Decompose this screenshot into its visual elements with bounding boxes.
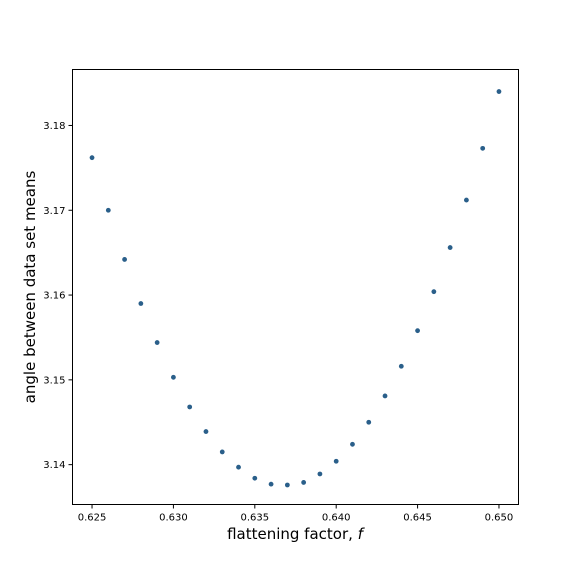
data-point [122,257,127,262]
data-point [219,449,225,455]
data-point [382,393,388,399]
data-point [480,145,486,151]
y-tick-label: 3.16 [43,291,65,302]
data-point [464,197,469,203]
data-point [236,464,241,470]
data-point [431,289,437,295]
x-tick-label: 0.625 [78,513,107,524]
data-point [317,471,323,477]
x-tick-label: 0.645 [403,513,432,524]
data-point [89,155,95,161]
data-point [398,363,404,369]
y-tick-label: 3.17 [43,206,65,217]
data-point [154,340,160,345]
data-point [496,89,502,94]
y-tick-label: 3.18 [43,121,65,132]
data-point [366,419,372,425]
data-point [252,475,258,481]
x-axis-ticks: 0.625 0.630 0.635 0.640 0.645 0.650 [78,504,514,524]
data-point [268,481,274,487]
plot-frame [72,69,519,505]
data-point [284,482,290,488]
data-points [89,89,502,488]
data-point [138,301,144,306]
data-point [171,374,176,380]
x-tick-label: 0.640 [322,513,351,524]
y-axis-label: angle between data set means [21,171,39,404]
data-point [333,458,339,464]
data-point [203,429,209,434]
x-axis-label: flattening factor, f [227,525,366,543]
data-point [350,441,355,447]
y-tick-label: 3.14 [43,460,65,471]
x-tick-label: 0.635 [240,513,269,524]
data-point [415,328,420,334]
data-point [447,245,453,250]
data-point [301,480,307,485]
data-point [187,404,193,410]
y-axis-ticks: 3.14 3.15 3.16 3.17 3.18 [43,121,73,471]
x-tick-label: 0.650 [485,513,514,524]
y-tick-label: 3.15 [43,375,65,386]
data-point [105,207,111,213]
x-tick-label: 0.630 [159,513,188,524]
